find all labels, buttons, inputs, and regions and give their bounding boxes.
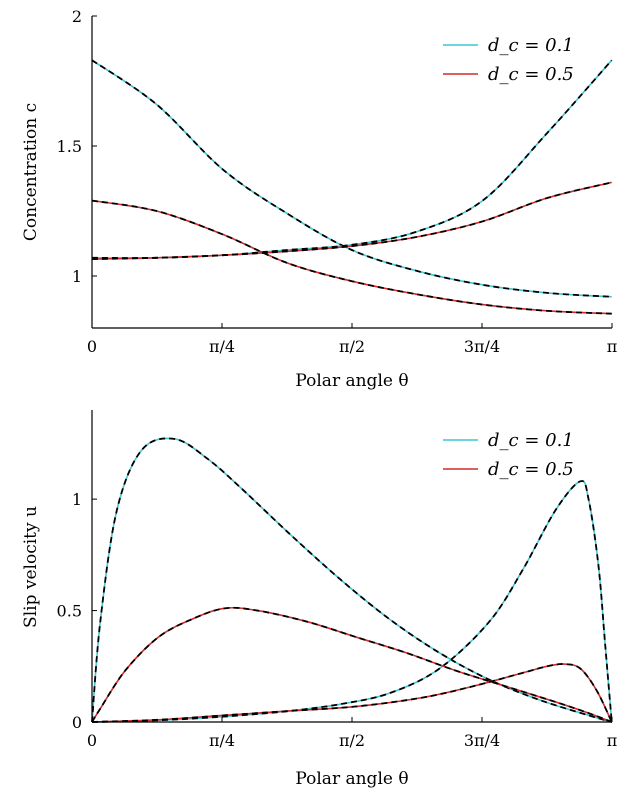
series-dashed-overlay xyxy=(91,480,613,723)
legend-label: d_c = 0.1 xyxy=(488,35,574,56)
x-tick-label: π xyxy=(607,337,618,356)
x-tick-label: 0 xyxy=(87,731,97,750)
y-tick-label: 2 xyxy=(72,7,82,26)
concentration-chart: 0 π/4 π/2 3π/4 π 1 1.5 2 Polar angle θ Concentr… xyxy=(21,7,617,391)
slip-velocity-chart: 0 π/4 π/2 3π/4 π 0 0.5 1 Polar angle θ Slip vel… xyxy=(21,410,617,789)
series-line xyxy=(91,59,613,259)
y-tick-label: 1.5 xyxy=(57,137,82,156)
legend-label: d_c = 0.5 xyxy=(488,64,574,85)
series-line xyxy=(91,59,612,298)
x-tick-label: π xyxy=(607,731,618,750)
series-dashed-overlay xyxy=(91,59,612,298)
y-tick-label: 0.5 xyxy=(57,602,82,621)
x-tick-label: 0 xyxy=(87,337,97,356)
series-dashed-overlay xyxy=(91,199,612,315)
series-line xyxy=(91,606,613,723)
series-dashed-overlay xyxy=(91,59,613,259)
y-axis-title: Slip velocity u xyxy=(21,506,41,628)
y-tick-label: 1 xyxy=(72,267,82,286)
x-tick-label: π/2 xyxy=(339,337,365,356)
legend: d_c = 0.1 d_c = 0.5 xyxy=(443,35,574,85)
x-tick-label: π/4 xyxy=(209,731,235,750)
x-tick-label: 3π/4 xyxy=(464,731,500,750)
x-tick-label: π/2 xyxy=(339,731,365,750)
x-tick-label: 3π/4 xyxy=(464,337,500,356)
series-line xyxy=(91,663,613,723)
y-axis-title: Concentration c xyxy=(21,103,41,241)
legend: d_c = 0.1 d_c = 0.5 xyxy=(443,430,574,480)
x-tick-label: π/4 xyxy=(209,337,235,356)
y-tick-label: 0 xyxy=(72,713,82,732)
x-axis-title: Polar angle θ xyxy=(295,371,408,391)
series-dashed-overlay xyxy=(91,437,612,723)
series-line xyxy=(91,437,612,723)
legend-label: d_c = 0.5 xyxy=(488,459,574,480)
series-line xyxy=(91,480,613,723)
series-line xyxy=(91,181,612,260)
series-dashed-overlay xyxy=(91,181,612,260)
y-tick-label: 1 xyxy=(72,490,82,509)
axis-frame xyxy=(91,410,612,723)
series-dashed-overlay xyxy=(91,663,613,723)
series-dashed-overlay xyxy=(91,606,613,723)
legend-label: d_c = 0.1 xyxy=(488,430,574,451)
x-axis-title: Polar angle θ xyxy=(295,769,408,789)
